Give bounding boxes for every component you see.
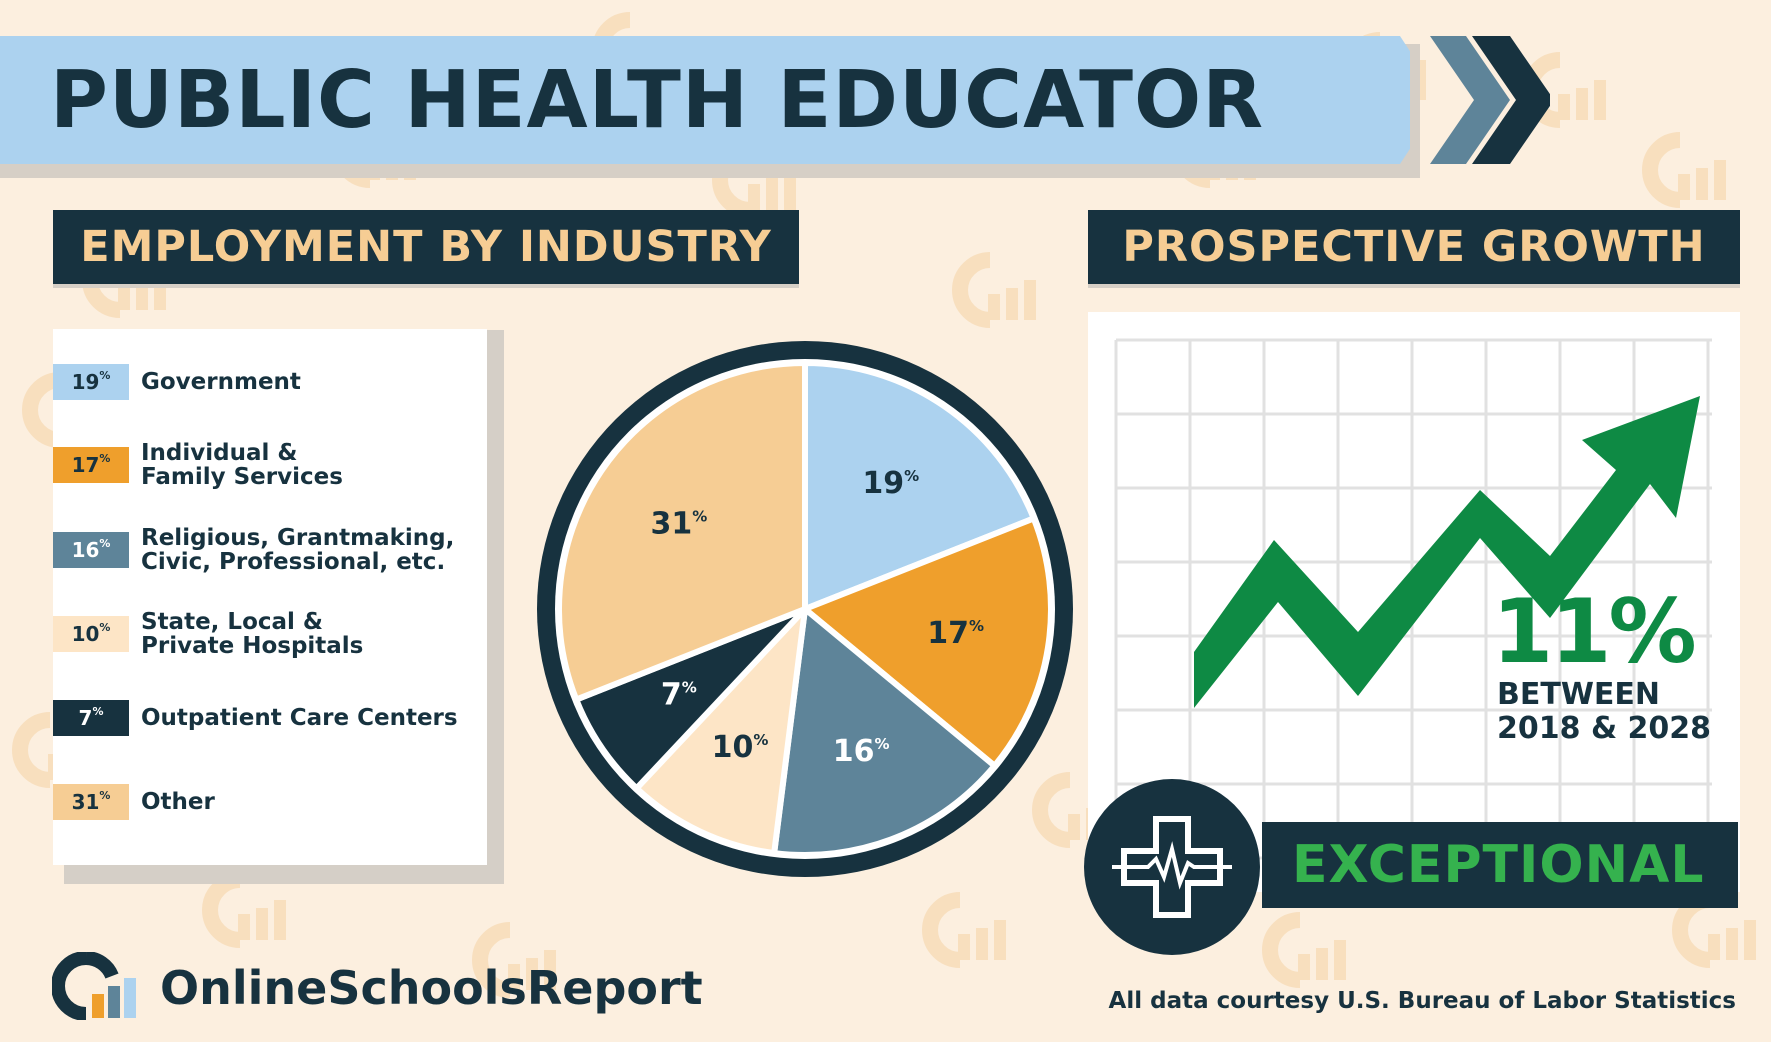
legend-value: 10	[71, 622, 100, 646]
medical-cross-icon	[1084, 779, 1260, 955]
legend-card	[53, 329, 487, 865]
pie-slice	[556, 360, 808, 703]
growth-percentage: 11%	[1492, 580, 1697, 683]
growth-section-header: PROSPECTIVE GROWTH	[1088, 210, 1740, 284]
pie-slice-label: 19%	[862, 466, 919, 501]
legend-label-line: Civic, Professional, etc.	[141, 549, 446, 575]
legend-label-line: Outpatient Care Centers	[141, 705, 458, 731]
legend-item: 31% Other	[53, 784, 493, 844]
legend-label: Other	[141, 790, 481, 814]
employment-section-header: EMPLOYMENT BY INDUSTRY	[53, 210, 799, 284]
pie-slice	[633, 606, 808, 857]
brand-name: OnlineSchoolsReport	[160, 961, 703, 1015]
pie-slice-label: 31%	[650, 506, 707, 541]
legend-swatch: 31%	[53, 784, 129, 820]
legend-label: Outpatient Care Centers	[141, 706, 481, 730]
legend-swatch: 10%	[53, 616, 129, 652]
legend-label: State, Local & Private Hospitals	[141, 610, 481, 658]
legend-label: Government	[141, 370, 481, 394]
legend-item: 10% State, Local & Private Hospitals	[53, 610, 493, 676]
legend-item: 16% Religious, Grantmaking, Civic, Profess…	[53, 526, 493, 592]
legend-label-line: State, Local &	[141, 609, 323, 635]
growth-rating-label: EXCEPTIONAL	[1292, 835, 1705, 895]
legend-label: Religious, Grantmaking, Civic, Profession…	[141, 526, 481, 574]
legend-swatch: 17%	[53, 447, 129, 483]
pie-slice-label: 7%	[661, 678, 697, 713]
legend-percent-sign: %	[99, 369, 111, 382]
legend-swatch: 16%	[53, 532, 129, 568]
legend-item: 19% Government	[53, 364, 493, 424]
growth-caption: BETWEEN 2018 & 2028	[1497, 678, 1737, 746]
growth-caption-line: BETWEEN	[1497, 677, 1661, 712]
legend-label: Individual & Family Services	[141, 441, 481, 489]
legend-label-line: Religious, Grantmaking,	[141, 525, 455, 551]
chevron-arrows-icon	[1430, 36, 1550, 164]
title-banner	[0, 36, 1410, 164]
legend-value: 17	[71, 453, 100, 477]
legend-label-line: Other	[141, 789, 215, 815]
legend-percent-sign: %	[99, 452, 111, 465]
legend-value: 19	[71, 370, 100, 394]
legend-label-line: Government	[141, 369, 301, 395]
legend-percent-sign: %	[92, 705, 104, 718]
legend-swatch: 19%	[53, 364, 129, 400]
legend-value: 16	[71, 538, 100, 562]
brand-logo-icon	[52, 952, 136, 1020]
legend-value: 31	[71, 790, 100, 814]
legend-label-line: Individual &	[141, 440, 298, 466]
pie-slice-label: 10%	[712, 730, 769, 765]
growth-arrow	[1194, 396, 1700, 708]
legend-label-line: Family Services	[141, 464, 343, 490]
employment-pie-chart: 19% 17% 16% 10% 7% 31%	[537, 341, 1073, 877]
pie-slice-label: 17%	[927, 616, 984, 651]
legend-item: 17% Individual & Family Services	[53, 441, 493, 507]
legend-label-line: Private Hospitals	[141, 633, 364, 659]
data-source-note: All data courtesy U.S. Bureau of Labor S…	[1108, 988, 1736, 1014]
legend-item: 7% Outpatient Care Centers	[53, 700, 493, 760]
pie-slice-label: 16%	[833, 734, 890, 769]
pie-slice	[771, 606, 998, 858]
page-title: PUBLIC HEALTH EDUCATOR	[50, 54, 1265, 146]
legend-swatch: 7%	[53, 700, 129, 736]
growth-caption-line: 2018 & 2028	[1497, 711, 1712, 746]
growth-rating-bar	[1262, 822, 1738, 908]
pie-slice	[802, 360, 1037, 612]
legend-percent-sign: %	[99, 789, 111, 802]
legend-value: 7	[78, 706, 93, 730]
legend-percent-sign: %	[99, 537, 111, 550]
pie-slice	[802, 515, 1054, 769]
legend-percent-sign: %	[99, 621, 111, 634]
